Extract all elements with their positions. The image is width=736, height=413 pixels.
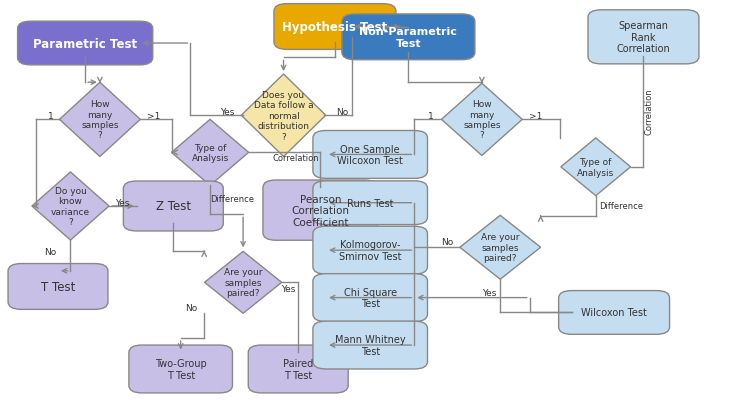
Text: 1: 1 bbox=[428, 112, 434, 121]
FancyBboxPatch shape bbox=[8, 264, 108, 310]
Polygon shape bbox=[205, 252, 282, 313]
Text: Type of
Analysis: Type of Analysis bbox=[191, 143, 229, 163]
Text: Runs Test: Runs Test bbox=[347, 198, 394, 208]
FancyBboxPatch shape bbox=[129, 345, 233, 393]
Text: Do you
know
variance
?: Do you know variance ? bbox=[51, 186, 90, 227]
Text: Non-Parametric
Test: Non-Parametric Test bbox=[359, 27, 457, 48]
Text: Type of
Analysis: Type of Analysis bbox=[577, 158, 615, 177]
Text: How
many
samples
?: How many samples ? bbox=[463, 100, 500, 140]
Text: One Sample
Wilcoxon Test: One Sample Wilcoxon Test bbox=[337, 144, 403, 166]
Text: How
many
samples
?: How many samples ? bbox=[81, 100, 118, 140]
Text: Pearson
Correlation
Coefficient: Pearson Correlation Coefficient bbox=[291, 194, 350, 227]
Text: Kolmogorov-
Smirnov Test: Kolmogorov- Smirnov Test bbox=[339, 240, 401, 261]
Text: Hypothesis Test: Hypothesis Test bbox=[283, 21, 388, 34]
FancyBboxPatch shape bbox=[124, 182, 223, 231]
Text: Difference: Difference bbox=[210, 195, 254, 204]
Text: Chi Square
Test: Chi Square Test bbox=[344, 287, 397, 309]
Text: Wilcoxon Test: Wilcoxon Test bbox=[581, 308, 647, 318]
FancyBboxPatch shape bbox=[248, 345, 348, 393]
Text: Two-Group
T Test: Two-Group T Test bbox=[155, 358, 207, 380]
Text: Z Test: Z Test bbox=[156, 200, 191, 213]
Polygon shape bbox=[60, 83, 141, 157]
Polygon shape bbox=[442, 84, 523, 156]
FancyBboxPatch shape bbox=[18, 22, 153, 66]
Text: Yes: Yes bbox=[115, 199, 129, 208]
Text: Spearman
Rank
Correlation: Spearman Rank Correlation bbox=[617, 21, 670, 54]
Text: No: No bbox=[185, 303, 198, 312]
FancyBboxPatch shape bbox=[559, 291, 670, 335]
Text: No: No bbox=[44, 247, 57, 256]
Text: >1: >1 bbox=[528, 112, 542, 121]
FancyBboxPatch shape bbox=[263, 180, 378, 241]
Text: Paired
T Test: Paired T Test bbox=[283, 358, 314, 380]
Text: Yes: Yes bbox=[482, 288, 496, 297]
Text: Are your
samples
paired?: Are your samples paired? bbox=[481, 233, 520, 263]
Text: Parametric Test: Parametric Test bbox=[33, 38, 137, 50]
Text: Yes: Yes bbox=[220, 107, 234, 116]
Text: Are your
samples
paired?: Are your samples paired? bbox=[224, 268, 262, 297]
Polygon shape bbox=[171, 120, 249, 186]
Text: T Test: T Test bbox=[40, 280, 75, 293]
Text: Difference: Difference bbox=[599, 202, 643, 211]
Text: Correlation: Correlation bbox=[644, 88, 653, 135]
FancyBboxPatch shape bbox=[588, 11, 699, 65]
FancyBboxPatch shape bbox=[342, 15, 475, 61]
FancyBboxPatch shape bbox=[313, 321, 428, 369]
Text: 1: 1 bbox=[48, 112, 54, 121]
FancyBboxPatch shape bbox=[313, 227, 428, 274]
FancyBboxPatch shape bbox=[313, 131, 428, 179]
Text: No: No bbox=[336, 107, 348, 116]
Text: Yes: Yes bbox=[281, 284, 296, 293]
Text: Correlation: Correlation bbox=[272, 154, 319, 162]
Text: No: No bbox=[441, 237, 453, 246]
FancyBboxPatch shape bbox=[274, 5, 396, 50]
Polygon shape bbox=[561, 139, 631, 196]
FancyBboxPatch shape bbox=[313, 181, 428, 225]
Polygon shape bbox=[460, 216, 541, 280]
FancyBboxPatch shape bbox=[313, 274, 428, 322]
Polygon shape bbox=[32, 173, 109, 240]
Polygon shape bbox=[241, 75, 326, 157]
Text: Mann Whitney
Test: Mann Whitney Test bbox=[335, 335, 406, 356]
Text: Does you
Data follow a
normal
distribution
?: Does you Data follow a normal distributi… bbox=[254, 91, 314, 141]
Text: >1: >1 bbox=[146, 112, 160, 121]
